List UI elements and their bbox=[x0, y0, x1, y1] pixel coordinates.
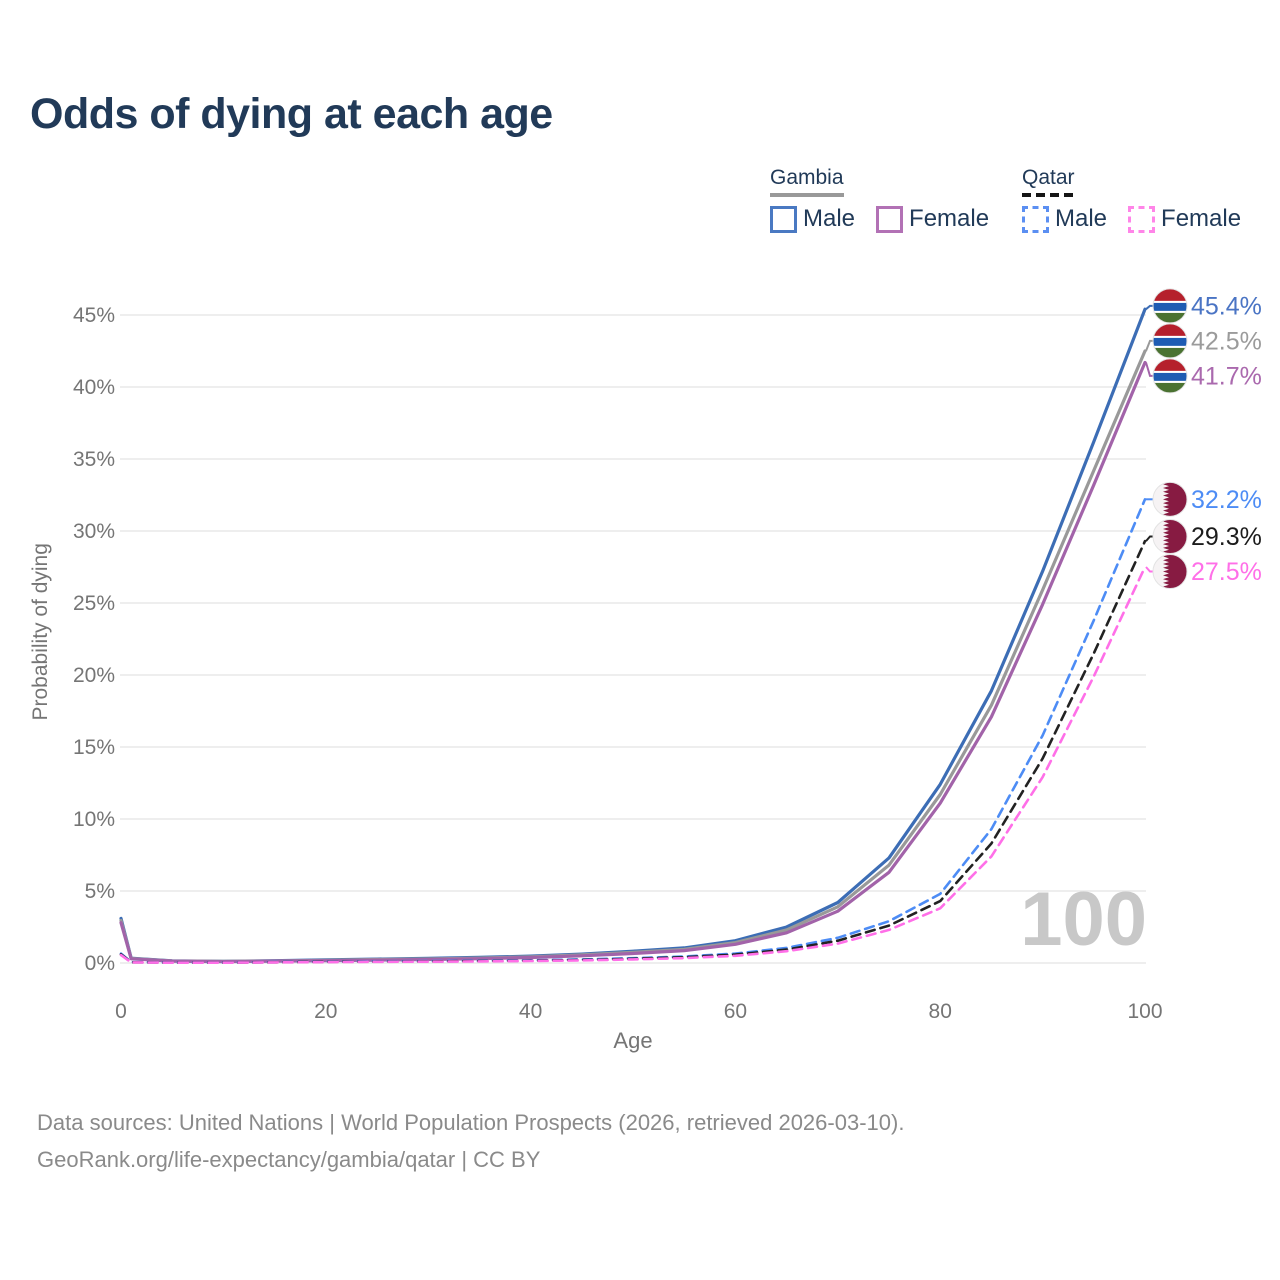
y-tick-label: 30% bbox=[73, 520, 115, 543]
qatar-flag-ring bbox=[1152, 481, 1188, 517]
gambia-flag-ring bbox=[1152, 358, 1188, 394]
checkbox-icon[interactable] bbox=[1022, 205, 1049, 233]
gambia-flag-icon bbox=[1153, 323, 1187, 358]
legend-item-label: Male bbox=[1055, 205, 1108, 232]
legend-dashed-line-sample bbox=[1022, 193, 1075, 197]
x-tick-label: 100 bbox=[1127, 1000, 1162, 1023]
legend-item-label: Female bbox=[1161, 205, 1242, 232]
page-title: Odds of dying at each age bbox=[30, 90, 553, 138]
legend-country-label: Gambia bbox=[770, 166, 844, 189]
legend-group-gambia: Gambia Male Female bbox=[770, 166, 989, 233]
y-tick-label: 10% bbox=[73, 808, 115, 831]
legend-item-gambia-male[interactable]: Male bbox=[770, 205, 855, 233]
gambia-flag-icon bbox=[1153, 358, 1187, 393]
end-value-label-gambia: 42.5% bbox=[1191, 327, 1262, 355]
y-tick-label: 25% bbox=[73, 592, 115, 615]
gambia-flag-icon bbox=[1153, 288, 1187, 323]
checkbox-icon[interactable] bbox=[770, 205, 797, 233]
checkbox-icon[interactable] bbox=[876, 205, 904, 233]
y-tick-label: 5% bbox=[85, 880, 115, 903]
series-line-gambia-female bbox=[119, 360, 1147, 964]
y-tick-label: 35% bbox=[73, 448, 115, 471]
checkbox-icon[interactable] bbox=[1128, 205, 1156, 233]
x-tick-label: 60 bbox=[724, 1000, 747, 1023]
data-sources: Data sources: United Nations | World Pop… bbox=[37, 1104, 904, 1178]
legend-item-qatar-male[interactable]: Male bbox=[1022, 205, 1107, 233]
end-value-label-qatar-male: 32.2% bbox=[1191, 486, 1262, 514]
legend-header-qatar: Qatar bbox=[1022, 166, 1075, 197]
x-tick-label: 0 bbox=[115, 1000, 127, 1023]
data-sources-line2: GeoRank.org/life-expectancy/gambia/qatar… bbox=[37, 1147, 541, 1172]
x-axis-title: Age bbox=[613, 1028, 652, 1053]
qatar-flag-icon bbox=[1153, 519, 1187, 554]
qatar-flag-icon bbox=[1153, 482, 1187, 517]
legend-country-label: Qatar bbox=[1022, 166, 1075, 189]
legend-header-gambia: Gambia bbox=[770, 166, 844, 197]
x-tick-label: 20 bbox=[314, 1000, 337, 1023]
end-value-label-gambia-male: 45.4% bbox=[1191, 292, 1262, 320]
x-tick-label: 40 bbox=[519, 1000, 542, 1023]
qatar-flag-ring bbox=[1152, 554, 1188, 590]
y-tick-label: 0% bbox=[85, 952, 115, 975]
qatar-flag-ring bbox=[1152, 519, 1188, 555]
legend-item-label: Male bbox=[803, 205, 856, 232]
gambia-flag-ring bbox=[1152, 323, 1188, 359]
end-value-label-qatar: 29.3% bbox=[1191, 523, 1262, 551]
y-axis-title: Probability of dying bbox=[29, 543, 52, 720]
legend-item-gambia-female[interactable]: Female bbox=[876, 205, 989, 233]
legend-item-qatar-female[interactable]: Female bbox=[1128, 205, 1241, 233]
legend-solid-line-sample bbox=[770, 193, 844, 197]
x-tick-label: 80 bbox=[929, 1000, 952, 1023]
series-line-qatar-female bbox=[119, 565, 1147, 964]
y-tick-label: 20% bbox=[73, 664, 115, 687]
y-tick-label: 15% bbox=[73, 736, 115, 759]
plot-hover-area[interactable] bbox=[120, 290, 1146, 963]
gambia-flag-ring bbox=[1152, 288, 1188, 324]
legend-item-label: Female bbox=[909, 205, 990, 232]
end-value-label-gambia-female: 41.7% bbox=[1191, 362, 1262, 390]
legend-group-qatar: Qatar Male Female bbox=[1022, 166, 1241, 233]
y-tick-label: 40% bbox=[73, 376, 115, 399]
data-sources-line1: Data sources: United Nations | World Pop… bbox=[37, 1110, 905, 1135]
end-value-label-qatar-female: 27.5% bbox=[1191, 558, 1262, 586]
hover-age-watermark: 100 bbox=[1020, 877, 1147, 962]
qatar-flag-icon bbox=[1153, 554, 1187, 589]
y-tick-label: 45% bbox=[73, 304, 115, 327]
